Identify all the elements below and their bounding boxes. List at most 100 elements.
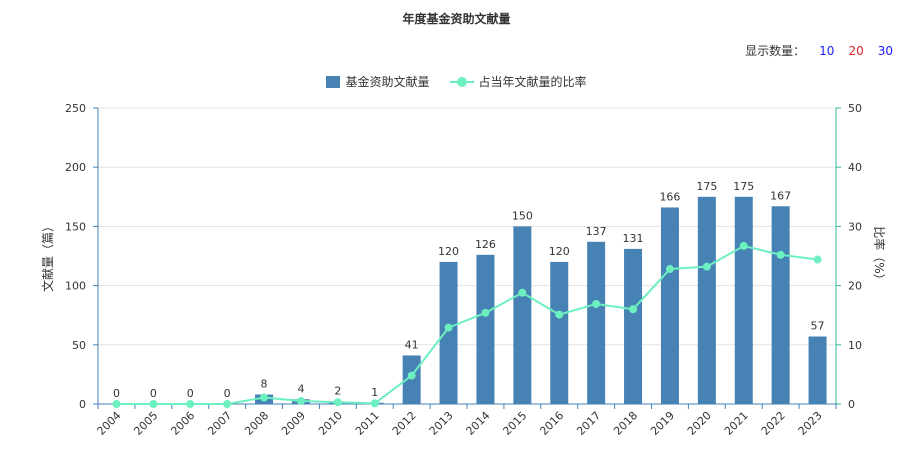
x-tick-label: 2011 (353, 409, 382, 438)
ratio-line (116, 244, 818, 405)
bar-value-label: 4 (297, 382, 304, 395)
bar-value-label: 131 (623, 232, 644, 245)
ratio-point (702, 262, 711, 271)
ratio-point (333, 398, 342, 407)
y-right-tick-label: 40 (848, 161, 862, 174)
bar (476, 254, 495, 404)
y-axis-left-title: 文献量（篇） (40, 220, 55, 292)
y-left-tick-label: 150 (65, 220, 86, 233)
bar-value-label: 126 (475, 238, 496, 251)
bar (771, 206, 790, 404)
y-axis-right-title: 比率（%） (872, 226, 887, 285)
bar-value-label: 120 (549, 245, 570, 258)
ratio-point (776, 250, 785, 259)
bar-value-label: 175 (733, 180, 754, 193)
legend-line-label: 占当年文献量的比率 (478, 75, 587, 89)
bar (402, 355, 421, 404)
x-tick-label: 2006 (168, 409, 197, 438)
x-tick-label: 2015 (500, 409, 529, 438)
y-left-tick-label: 200 (65, 161, 86, 174)
x-tick-label: 2012 (390, 409, 419, 438)
display-count-label: 显示数量： (745, 44, 806, 58)
chart-title: 年度基金资助文献量 (402, 12, 511, 26)
y-right-tick-label: 10 (848, 339, 862, 352)
display-count-option-30[interactable]: 30 (877, 43, 893, 58)
bar-value-label: 0 (150, 387, 157, 400)
y-right-tick-label: 20 (848, 280, 862, 293)
ratio-point (296, 397, 305, 406)
display-count-option-20[interactable]: 20 (848, 43, 864, 58)
ratio-point (112, 400, 121, 408)
bar-value-label: 0 (113, 387, 120, 400)
x-tick-label: 2016 (537, 409, 566, 438)
ratio-point (739, 241, 748, 250)
ratio-point (555, 310, 564, 319)
bar (513, 226, 532, 404)
bar-value-label: 2 (334, 385, 341, 398)
ratio-point (186, 400, 195, 408)
bar-value-label: 175 (696, 180, 717, 193)
legend-item-line-series[interactable]: 占当年文献量的比率 (449, 73, 587, 90)
x-tick-label: 2013 (427, 409, 456, 438)
ratio-point (223, 400, 232, 408)
bar-value-label: 41 (405, 338, 419, 351)
ratio-point (592, 299, 601, 308)
bar (734, 196, 753, 404)
bar (808, 336, 827, 404)
legend-line-swatch (449, 76, 474, 88)
bar (624, 248, 643, 404)
legend-bar-label: 基金资助文献量 (345, 75, 430, 89)
bar (660, 207, 679, 404)
y-right-tick-label: 30 (848, 220, 862, 233)
y-left-tick-label: 0 (79, 398, 86, 411)
bar (439, 261, 458, 404)
y-right-tick-label: 50 (848, 102, 862, 115)
x-tick-label: 2023 (796, 409, 825, 438)
x-tick-label: 2005 (131, 409, 160, 438)
bar (697, 196, 716, 404)
bar-value-label: 167 (770, 189, 791, 202)
x-tick-label: 2007 (205, 409, 234, 438)
y-left-tick-label: 50 (72, 339, 86, 352)
bar-value-label: 120 (438, 245, 459, 258)
x-tick-label: 2009 (279, 409, 308, 438)
ratio-point (629, 305, 638, 314)
ratio-point (407, 371, 416, 380)
ratio-point (149, 400, 158, 408)
chart-legend: 基金资助文献量 占当年文献量的比率 (0, 73, 913, 90)
y-left-tick-label: 250 (65, 102, 86, 115)
bar (550, 261, 569, 404)
x-tick-label: 2022 (759, 409, 788, 438)
ratio-point (813, 255, 822, 264)
x-tick-label: 2008 (242, 409, 271, 438)
x-tick-label: 2021 (722, 409, 751, 438)
ratio-point (665, 265, 674, 274)
ratio-point (481, 308, 490, 317)
ratio-point (518, 288, 527, 297)
x-tick-label: 2004 (95, 409, 124, 438)
x-tick-label: 2014 (464, 409, 493, 438)
bar-value-label: 166 (659, 190, 680, 203)
ratio-point (260, 393, 269, 402)
display-count-selector: 显示数量： 10 20 30 (745, 42, 893, 59)
y-left-tick-label: 100 (65, 280, 86, 293)
ratio-point (444, 323, 453, 332)
bar-value-label: 0 (187, 387, 194, 400)
y-right-tick-label: 0 (848, 398, 855, 411)
bar-value-label: 0 (224, 387, 231, 400)
legend-bar-swatch (326, 75, 341, 88)
x-tick-label: 2020 (685, 409, 714, 438)
x-tick-label: 2018 (611, 409, 640, 438)
ratio-point (370, 399, 379, 408)
bar-value-label: 8 (261, 378, 268, 391)
x-tick-label: 2010 (316, 409, 345, 438)
bar-value-label: 57 (811, 320, 825, 333)
display-count-option-10[interactable]: 10 (819, 43, 835, 58)
bar-value-label: 1 (371, 386, 378, 399)
x-tick-label: 2019 (648, 409, 677, 438)
bar-value-label: 137 (586, 225, 607, 238)
bar (587, 241, 606, 404)
bar-value-label: 150 (512, 209, 533, 222)
legend-item-bar-series[interactable]: 基金资助文献量 (326, 73, 430, 90)
